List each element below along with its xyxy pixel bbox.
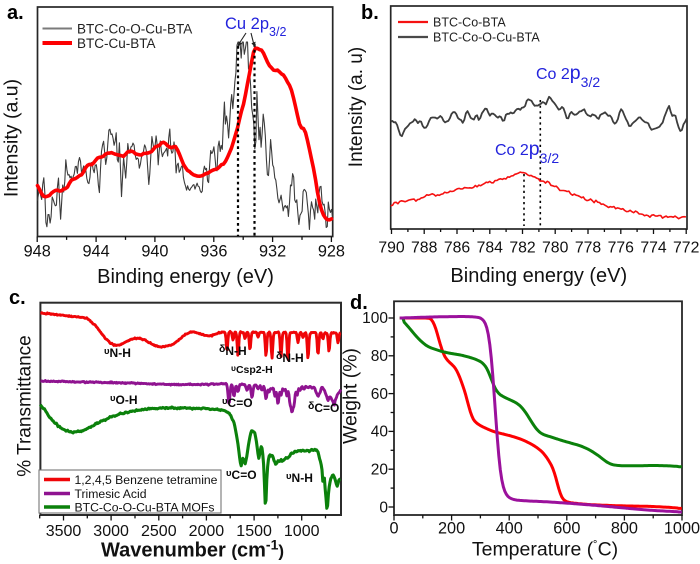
svg-text:786: 786 bbox=[444, 240, 471, 257]
svg-text:Binding energy (eV): Binding energy (eV) bbox=[450, 265, 627, 287]
svg-text:200: 200 bbox=[438, 520, 465, 538]
svg-text:60: 60 bbox=[371, 386, 389, 403]
svg-text:Wavenumber (cm-1): Wavenumber (cm-1) bbox=[101, 537, 284, 562]
svg-text:936: 936 bbox=[200, 243, 227, 261]
svg-text:BTC-Co-BTA: BTC-Co-BTA bbox=[433, 16, 506, 30]
svg-text:782: 782 bbox=[509, 240, 535, 257]
svg-text:784: 784 bbox=[477, 240, 504, 257]
svg-text:80: 80 bbox=[371, 348, 389, 365]
svg-text:d.: d. bbox=[350, 292, 368, 314]
svg-text:100: 100 bbox=[362, 310, 388, 327]
svg-text:Temperature (˚C): Temperature (˚C) bbox=[472, 539, 618, 561]
svg-text:2500: 2500 bbox=[141, 523, 177, 540]
svg-text:1000: 1000 bbox=[284, 523, 320, 540]
svg-text:υC=O: υC=O bbox=[226, 468, 257, 482]
svg-text:2000: 2000 bbox=[189, 523, 225, 540]
svg-text:a.: a. bbox=[7, 2, 24, 24]
svg-text:% Transmittance: % Transmittance bbox=[15, 335, 36, 477]
svg-text:940: 940 bbox=[141, 243, 168, 261]
svg-text:944: 944 bbox=[83, 243, 110, 261]
svg-text:BTC-Co-O-Cu-BTA MOFs: BTC-Co-O-Cu-BTA MOFs bbox=[75, 501, 215, 515]
svg-text:1,2,4,5 Benzene tetramine: 1,2,4,5 Benzene tetramine bbox=[75, 473, 218, 487]
svg-text:776: 776 bbox=[608, 240, 635, 257]
svg-text:40: 40 bbox=[371, 424, 389, 441]
svg-text:788: 788 bbox=[411, 240, 438, 257]
svg-text:0: 0 bbox=[389, 520, 398, 538]
svg-text:BTC-Co-O-Cu-BTA: BTC-Co-O-Cu-BTA bbox=[77, 22, 192, 37]
svg-text:948: 948 bbox=[24, 243, 51, 261]
svg-text:υN-H: υN-H bbox=[286, 471, 313, 485]
svg-text:Trimesic Acid: Trimesic Acid bbox=[75, 487, 147, 501]
svg-text:400: 400 bbox=[496, 520, 523, 538]
svg-text:932: 932 bbox=[259, 243, 286, 261]
svg-text:800: 800 bbox=[611, 520, 638, 538]
svg-text:Binding energy (eV): Binding energy (eV) bbox=[97, 266, 274, 288]
svg-text:780: 780 bbox=[542, 240, 569, 257]
svg-text:BTC-Cu-BTA: BTC-Cu-BTA bbox=[77, 36, 156, 51]
svg-text:υO-H: υO-H bbox=[110, 393, 138, 407]
svg-text:δN-H: δN-H bbox=[219, 343, 247, 358]
svg-text:δN-H: δN-H bbox=[276, 350, 304, 365]
svg-text:774: 774 bbox=[640, 240, 667, 257]
svg-text:600: 600 bbox=[553, 520, 580, 538]
svg-text:Weight (%): Weight (%) bbox=[340, 348, 362, 444]
svg-text:928: 928 bbox=[318, 243, 345, 261]
svg-text:772: 772 bbox=[673, 240, 699, 257]
svg-text:BTC-Co-O-Cu-BTA: BTC-Co-O-Cu-BTA bbox=[433, 31, 540, 45]
svg-text:δC=O: δC=O bbox=[308, 400, 339, 415]
svg-text:3500: 3500 bbox=[46, 523, 82, 540]
svg-text:20: 20 bbox=[371, 462, 389, 479]
svg-text:790: 790 bbox=[378, 240, 405, 257]
svg-text:c.: c. bbox=[9, 287, 26, 309]
svg-text:1000: 1000 bbox=[664, 520, 700, 538]
svg-text:Intensity (a. u): Intensity (a. u) bbox=[346, 47, 367, 167]
svg-text:b.: b. bbox=[361, 2, 379, 24]
svg-text:1500: 1500 bbox=[236, 523, 272, 540]
svg-text:Intensity (a.u): Intensity (a.u) bbox=[1, 79, 23, 197]
svg-text:υC=O: υC=O bbox=[222, 396, 253, 410]
svg-text:υN-H: υN-H bbox=[104, 346, 131, 360]
svg-text:0: 0 bbox=[379, 500, 388, 517]
svg-text:778: 778 bbox=[575, 240, 602, 257]
svg-text:υCsp2-H: υCsp2-H bbox=[231, 363, 273, 376]
svg-text:3000: 3000 bbox=[93, 523, 129, 540]
